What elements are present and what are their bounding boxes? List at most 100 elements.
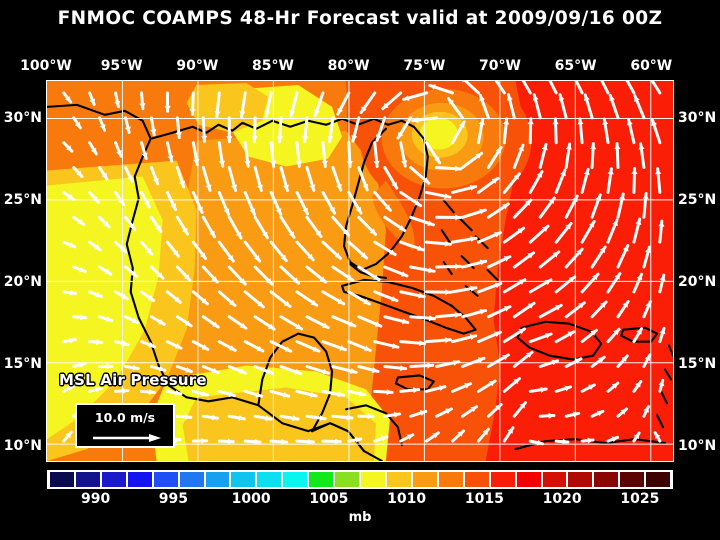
- latitude-tick-label-right: 10°N: [678, 437, 717, 454]
- wind-vector-head: [611, 383, 618, 389]
- pressure-colorbar[interactable]: [47, 470, 673, 489]
- wind-vector-head: [348, 321, 355, 327]
- wind-vector-head: [572, 196, 578, 203]
- wind-vector-head: [193, 158, 200, 165]
- wind-vector-head: [148, 388, 155, 396]
- wind-vector-head: [175, 132, 182, 138]
- wind-vector-head: [555, 305, 562, 311]
- wind-vector-head: [205, 184, 212, 191]
- wind-vector-head: [503, 118, 510, 125]
- wind-vector-head: [175, 389, 181, 396]
- wind-vector-head: [634, 95, 640, 102]
- latitude-tick-label-left: 15°N: [3, 355, 42, 372]
- wind-vector-head: [211, 276, 218, 283]
- wind-vector-head: [536, 439, 543, 446]
- colorbar-swatch: [178, 472, 205, 487]
- wind-vector-head: [548, 197, 555, 205]
- wind-vector-head: [101, 172, 107, 180]
- wind-vector-head: [398, 225, 405, 231]
- wind-vector-head: [488, 381, 496, 387]
- wind-vector-head: [583, 94, 590, 101]
- wind-vector-head: [281, 438, 287, 445]
- wind-vector-head: [375, 134, 382, 141]
- wind-vector-head: [658, 221, 665, 227]
- wind-vector-head: [391, 181, 397, 189]
- colorbar-swatch: [204, 472, 231, 487]
- wind-vector-head: [558, 94, 565, 101]
- wind-vector-head: [572, 411, 579, 418]
- wind-vector-head: [283, 184, 289, 191]
- wind-vector-head: [482, 429, 489, 436]
- wind-vector-head: [588, 221, 595, 228]
- wind-vector-head: [334, 252, 341, 259]
- wind-vector-head: [565, 143, 572, 150]
- wind-vector-head: [211, 414, 218, 421]
- wind-vector-head: [502, 204, 509, 210]
- wind-vector-head: [227, 255, 234, 262]
- wind-vector: [548, 81, 558, 95]
- wind-vector-head: [457, 430, 464, 437]
- colorbar-swatch: [308, 472, 335, 487]
- wind-vector-head: [479, 95, 486, 102]
- wind-vector-head: [94, 244, 101, 250]
- wind-vector-head: [355, 436, 361, 443]
- wind-vector-head: [122, 387, 128, 394]
- colorbar-tick-label: 1025: [620, 491, 660, 507]
- pressure-field-heatmap: [47, 81, 673, 461]
- wind-vector-head: [302, 207, 308, 214]
- colorbar-tick-label: 1005: [309, 491, 349, 507]
- colorbar-swatch: [126, 472, 153, 487]
- wind-vector-head: [386, 388, 393, 396]
- wind-vector-head: [524, 200, 531, 207]
- wind-vector-head: [116, 150, 122, 157]
- wind-vector-head: [185, 366, 192, 373]
- wind-vector-head: [295, 323, 302, 329]
- wind-vector-head: [319, 276, 326, 283]
- wind-vector-head: [384, 204, 391, 211]
- wind-vector-head: [438, 385, 445, 391]
- wind-vector-head: [364, 345, 371, 352]
- colorbar-swatch: [282, 472, 309, 487]
- wind-vector-head: [445, 289, 451, 296]
- wind-vector-head: [455, 214, 461, 221]
- wind-vector-head: [266, 278, 272, 285]
- latitude-tick-label-left: 30°N: [3, 109, 42, 126]
- colorbar-tick-label: 995: [158, 491, 189, 507]
- longitude-tick-label: 80°W: [327, 58, 370, 74]
- wind-vector-head: [95, 291, 102, 298]
- wind-vector-head: [607, 168, 614, 175]
- wind-vector-head: [103, 221, 110, 228]
- wind-vector-head: [643, 406, 649, 413]
- wind-vector-head: [264, 110, 271, 117]
- wind-vector-head: [310, 299, 317, 306]
- longitude-tick-label: 70°W: [479, 58, 521, 74]
- wind-vector-head: [507, 427, 513, 434]
- wind-vector-head: [309, 184, 316, 191]
- wind-vector-head: [517, 228, 524, 234]
- wind-vector-head: [172, 250, 179, 257]
- wind-vector-head: [314, 109, 320, 116]
- wind-vector-head: [64, 95, 71, 102]
- wind-vector-head: [655, 168, 662, 175]
- wind-vector-head: [231, 184, 238, 191]
- colorbar-swatch: [411, 472, 438, 487]
- wind-vector-head: [148, 341, 155, 348]
- wind-vector-head: [132, 364, 139, 371]
- wind-vector-head: [403, 95, 410, 101]
- wind-vector-head: [494, 231, 501, 238]
- wind-vector-head: [201, 344, 208, 350]
- wind-vector-head: [602, 119, 609, 125]
- longitude-axis-top: 100°W 95°W 90°W 85°W 80°W 75°W 70°W 65°W 60°W: [0, 58, 720, 76]
- longitude-tick-label: 95°W: [100, 58, 143, 74]
- wind-vector-head: [609, 95, 615, 102]
- wind-vector-head: [518, 145, 524, 152]
- wind-vector-head: [475, 153, 482, 159]
- wind-vector-head: [427, 362, 433, 369]
- map-plot-area[interactable]: MSL Air Pressure 10.0 m/s: [46, 80, 674, 462]
- wind-vector-head: [631, 168, 638, 175]
- wind-vector-head: [336, 184, 342, 191]
- wind-vector-head: [373, 160, 380, 167]
- longitude-tick-label: 85°W: [252, 58, 294, 74]
- wind-vector-head: [238, 414, 245, 421]
